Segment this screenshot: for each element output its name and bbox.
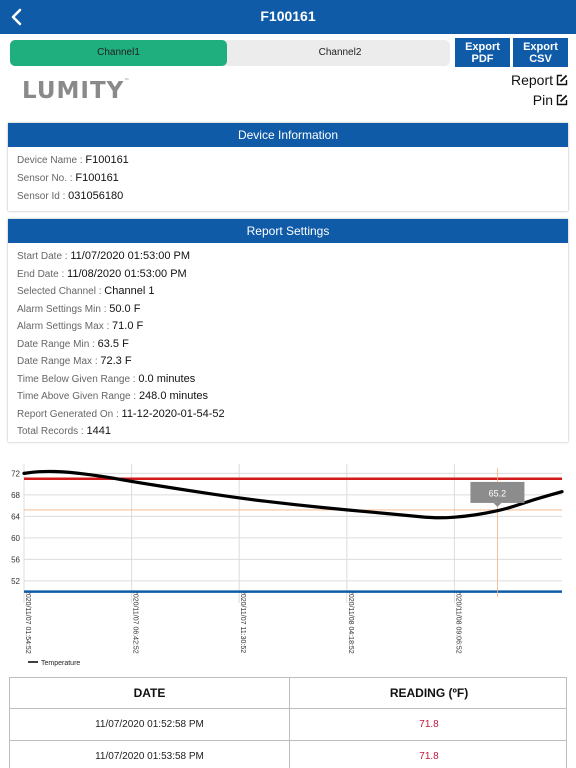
row-value: 71.0 F xyxy=(112,320,144,332)
device-information-card: Device Information Device Name : F100161… xyxy=(8,123,568,211)
date-range-min-row: Date Range Min : 63.5 F xyxy=(17,338,129,350)
row-label: Date Range Max xyxy=(17,356,93,367)
date-range-max-row: Date Range Max : 72.3 F xyxy=(17,355,132,367)
time-above-range-row: Time Above Given Range : 248.0 minutes xyxy=(17,390,209,402)
row-label: Alarm Settings Min xyxy=(17,304,101,315)
row-value: 1441 xyxy=(86,425,111,437)
start-date-row: Start Date : 11/07/2020 01:53:00 PM xyxy=(17,250,191,262)
y-tick-label: 64 xyxy=(11,512,20,521)
reading-column-header: READING (ºF) xyxy=(389,686,469,700)
export-pdf-button[interactable]: Export PDF xyxy=(455,38,510,67)
row-label: End Date xyxy=(17,269,59,280)
export-csv-button[interactable]: Export CSV xyxy=(513,38,568,67)
end-date-row: End Date : 11/08/2020 01:53:00 PM xyxy=(17,268,187,280)
row-value: 0.0 minutes xyxy=(138,373,196,385)
tooltip-pointer xyxy=(493,502,502,507)
x-tick-label: 2020/11/08 04:18:52 xyxy=(347,590,354,654)
row-label: Alarm Settings Max xyxy=(17,321,104,332)
y-tick-label: 52 xyxy=(11,577,20,586)
chart-svg: 72 68 64 60 56 52 2020/11/07 01:54:52 2020/11/0… xyxy=(11,464,564,667)
channel-segmented-control: Channel1 Channel2 xyxy=(10,40,450,66)
readings-table: DATE READING (ºF) 11/07/2020 01:52:58 PM… xyxy=(9,677,567,768)
tooltip-box xyxy=(470,481,525,503)
y-tick-label: 60 xyxy=(11,534,20,543)
time-below-range-row: Time Below Given Range : 0.0 minutes xyxy=(17,373,196,385)
y-tick-label: 56 xyxy=(11,555,20,564)
lumity-logo: LUMITY™ xyxy=(22,78,129,104)
legend-label: Temperature xyxy=(41,660,80,667)
row-label: Time Below Given Range xyxy=(17,374,131,385)
row-value: 63.5 F xyxy=(97,338,129,350)
row-label: Start Date xyxy=(17,251,63,262)
row-value: F100161 xyxy=(75,172,119,184)
logo-text: LUMITY xyxy=(22,78,125,104)
pin-edit-link[interactable]: Pin xyxy=(533,92,568,108)
table-header-row: DATE READING (ºF) xyxy=(10,678,566,709)
device-name-row: Device Name : F100161 xyxy=(17,154,129,166)
export-csv-label-line2: CSV xyxy=(529,53,552,65)
row-value: F100161 xyxy=(85,154,129,166)
edit-icon xyxy=(556,94,568,106)
report-settings-header: Report Settings xyxy=(8,219,568,243)
alarm-min-row: Alarm Settings Min : 50.0 F xyxy=(17,303,141,315)
row-label: Sensor Id xyxy=(17,191,60,202)
reading-cell: 71.8 xyxy=(419,719,439,730)
row-value: 72.3 F xyxy=(100,355,132,367)
report-generated-row: Report Generated On : 11-12-2020-01-54-5… xyxy=(17,408,225,420)
row-value: 248.0 minutes xyxy=(138,390,209,402)
selected-channel-row: Selected Channel : Channel 1 xyxy=(17,285,155,297)
row-label: Report Generated On xyxy=(17,409,114,420)
navigation-bar: F100161 xyxy=(0,0,576,34)
tab-channel2[interactable]: Channel2 xyxy=(318,47,362,58)
row-label: Device Name xyxy=(17,155,78,166)
y-tick-label: 72 xyxy=(11,469,20,478)
sensor-id-row: Sensor Id : 031056180 xyxy=(17,190,124,202)
back-button[interactable] xyxy=(6,5,30,29)
tab-channel1[interactable]: Channel1 xyxy=(10,40,227,66)
date-column-header: DATE xyxy=(10,678,290,708)
date-cell: 11/07/2020 01:52:58 PM xyxy=(10,709,290,740)
x-tick-label: 2020/11/07 11:30:52 xyxy=(239,590,246,653)
temperature-series-line xyxy=(22,469,564,520)
row-value: Channel 1 xyxy=(104,285,155,297)
export-pdf-label-line1: Export xyxy=(465,41,500,53)
row-label: Time Above Given Range xyxy=(17,391,131,402)
date-cell: 11/07/2020 01:53:58 PM xyxy=(10,741,290,768)
x-tick-label: 2020/11/07 06:42:52 xyxy=(132,590,139,654)
alarm-max-row: Alarm Settings Max : 71.0 F xyxy=(17,320,144,332)
chevron-left-icon xyxy=(11,8,22,26)
report-link-label: Report xyxy=(510,72,553,88)
table-row: 11/07/2020 01:52:58 PM 71.8 xyxy=(10,709,566,741)
total-records-row: Total Records : 1441 xyxy=(17,425,111,437)
export-pdf-label-line2: PDF xyxy=(471,53,494,65)
pin-link-label: Pin xyxy=(532,92,553,108)
device-information-header: Device Information xyxy=(8,123,568,147)
export-csv-label-line1: Export xyxy=(523,41,558,53)
row-value: 11/08/2020 01:53:00 PM xyxy=(67,268,187,280)
row-label: Date Range Min xyxy=(17,339,90,350)
row-value: 11/07/2020 01:53:00 PM xyxy=(70,250,191,262)
logo-trademark: ™ xyxy=(124,78,130,84)
row-value: 50.0 F xyxy=(109,303,141,315)
reading-cell: 71.8 xyxy=(419,751,439,762)
y-tick-label: 68 xyxy=(11,491,20,500)
row-value: 031056180 xyxy=(68,190,124,202)
tooltip-value: 65.2 xyxy=(489,488,507,498)
x-tick-label: 2020/11/08 09:06:52 xyxy=(454,590,461,654)
table-row: 11/07/2020 01:53:58 PM 71.8 xyxy=(10,741,566,768)
x-tick-label: 2020/11/07 01:54:52 xyxy=(24,590,31,654)
row-label: Selected Channel xyxy=(17,286,96,297)
report-edit-link[interactable]: Report xyxy=(511,72,568,88)
row-value: 11-12-2020-01-54-52 xyxy=(121,408,225,420)
row-label: Total Records xyxy=(17,426,79,437)
row-label: Sensor No. xyxy=(17,173,68,184)
sensor-no-row: Sensor No. : F100161 xyxy=(17,172,119,184)
edit-icon xyxy=(556,74,568,86)
temperature-chart[interactable]: 72 68 64 60 56 52 2020/11/07 01:54:52 2020/11/0… xyxy=(0,447,576,672)
report-settings-card: Report Settings Start Date : 11/07/2020 … xyxy=(8,219,568,442)
page-title: F100161 xyxy=(260,8,316,24)
